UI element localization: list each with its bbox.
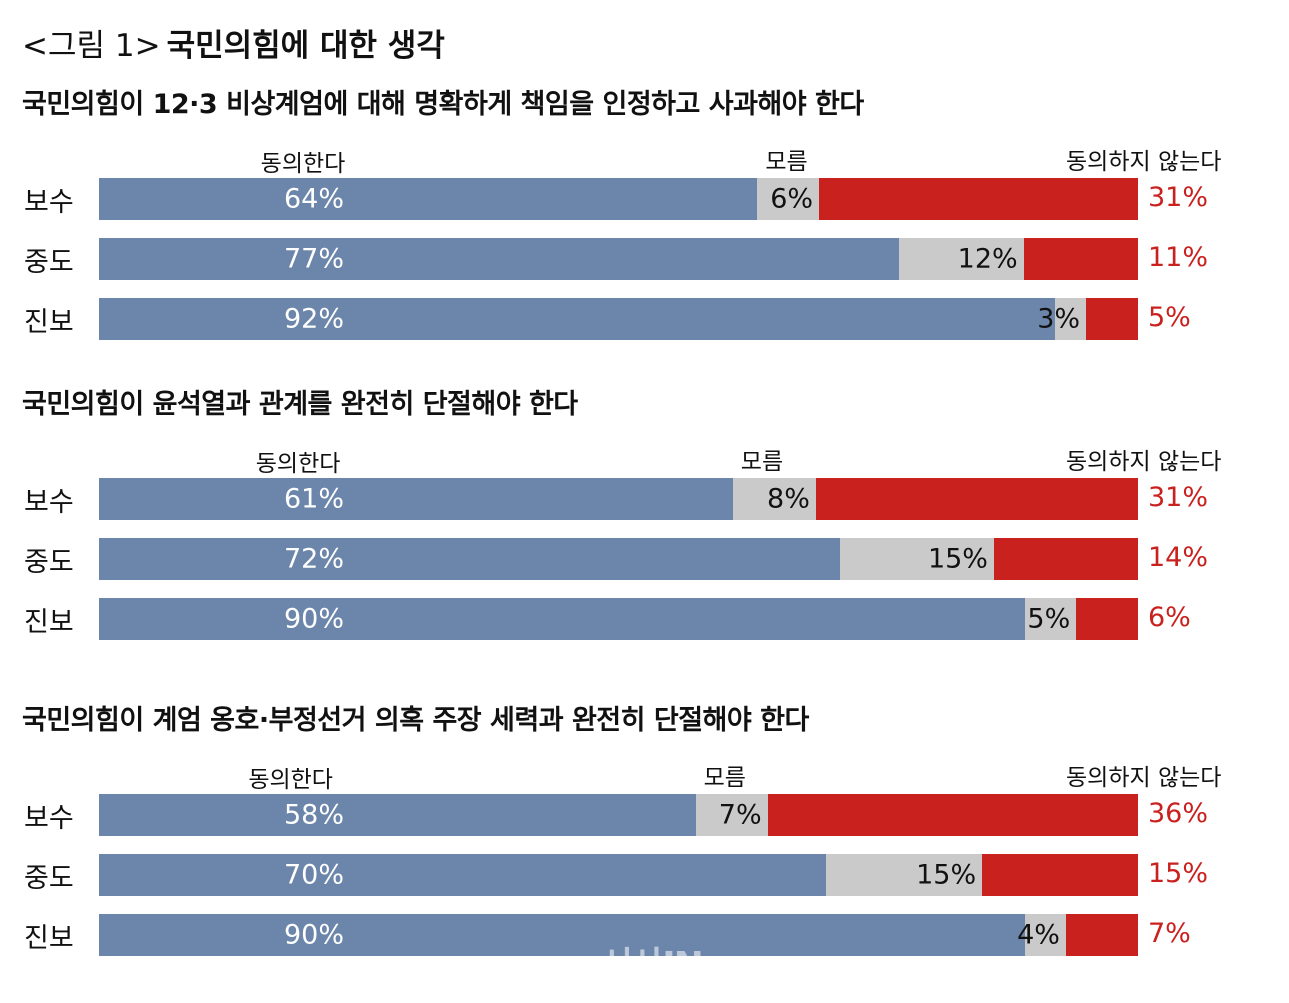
- stacked-bar: 90% 5%: [99, 598, 1138, 640]
- bar-segment-disagree: [993, 538, 1138, 580]
- row-label: 중도: [24, 863, 74, 894]
- legend-unknown: 모름: [703, 765, 746, 791]
- legend-unknown: 모름: [740, 449, 784, 475]
- data-label-unknown: 3%: [1037, 303, 1081, 335]
- bar-segment-unknown: 15%: [839, 538, 994, 580]
- bar-segment-agree: 72%: [99, 538, 840, 580]
- data-label-disagree: 31%: [1148, 482, 1209, 513]
- data-label-agree: 77%: [284, 243, 345, 275]
- bar-segment-agree: 92%: [99, 298, 1055, 340]
- data-label-agree: 90%: [284, 603, 345, 635]
- bar-segment-unknown: 12%: [899, 238, 1024, 280]
- legend-agree: 동의한다: [248, 767, 333, 793]
- bar-segment-agree: 64%: [99, 178, 758, 220]
- bar-segment-disagree: [1065, 914, 1138, 956]
- bar-segment-agree: 90%: [99, 598, 1025, 640]
- stacked-bar: 64% 6%: [99, 178, 1138, 220]
- row-label: 진보: [24, 923, 74, 954]
- bar-segment-agree: 90%: [99, 914, 1025, 956]
- data-label-unknown: 5%: [1027, 603, 1071, 635]
- bar-segment-agree: 70%: [99, 854, 827, 896]
- legend-agree: 동의한다: [260, 151, 346, 177]
- data-label-unknown: 6%: [770, 183, 814, 215]
- figure-label: <그림 1>: [22, 28, 161, 64]
- bar-segment-unknown: 6%: [757, 178, 820, 220]
- stacked-bar: 92% 3%: [99, 298, 1138, 340]
- row-label: 중도: [24, 547, 74, 578]
- bar-segment-unknown: 15%: [826, 854, 983, 896]
- bar-segment-unknown: 3%: [1037, 298, 1087, 340]
- stacked-bar: 61% 8%: [99, 478, 1138, 520]
- data-label-agree: 58%: [284, 799, 345, 831]
- panel-title: 국민의힘이 12·3 비상계엄에 대해 명확하게 책임을 인정하고 사과해야 한…: [22, 89, 864, 120]
- data-label-agree: 72%: [284, 543, 345, 575]
- figure-title: <그림 1> 국민의힘에 대한 생각: [22, 20, 445, 65]
- panel-title: 국민의힘이 계엄 옹호·부정선거 의혹 주장 세력과 완전히 단절해야 한다: [22, 705, 809, 736]
- stacked-bar: 77% 12%: [99, 238, 1138, 280]
- stacked-bar: 72% 15%: [99, 538, 1138, 580]
- legend-unknown: 모름: [765, 149, 808, 175]
- bar-segment-agree: 61%: [99, 478, 733, 520]
- legend-disagree: 동의하지 않는다: [1066, 449, 1222, 475]
- bar-segment-disagree: [767, 794, 1138, 836]
- stacked-bar: 58% 7%: [99, 794, 1138, 836]
- bar-segment-disagree: [1086, 298, 1138, 340]
- bar-segment-unknown: 5%: [1024, 598, 1077, 640]
- data-label-disagree: 7%: [1148, 918, 1191, 949]
- legend-disagree: 동의하지 않는다: [1066, 765, 1222, 791]
- data-label-unknown: 15%: [927, 543, 988, 575]
- bar-segment-unknown: 4%: [1017, 914, 1066, 956]
- bar-segment-disagree: [815, 478, 1138, 520]
- data-label-unknown: 4%: [1017, 919, 1060, 951]
- data-label-agree: 90%: [284, 919, 345, 951]
- bar-segment-unknown: 7%: [695, 794, 768, 836]
- row-label: 진보: [24, 307, 74, 338]
- data-label-agree: 64%: [284, 183, 345, 215]
- row-label: 보수: [24, 803, 74, 834]
- data-label-disagree: 14%: [1148, 542, 1209, 573]
- data-label-disagree: 6%: [1148, 602, 1191, 633]
- bar-segment-disagree: [982, 854, 1138, 896]
- stacked-bar: 90% 4%: [99, 914, 1138, 956]
- data-label-agree: 70%: [284, 859, 345, 891]
- bar-segment-agree: 77%: [99, 238, 900, 280]
- data-label-agree: 92%: [284, 303, 345, 335]
- legend-agree: 동의한다: [255, 451, 341, 477]
- row-label: 중도: [24, 247, 74, 278]
- bar-segment-agree: 58%: [99, 794, 696, 836]
- legend-disagree: 동의하지 않는다: [1066, 149, 1222, 175]
- data-label-disagree: 31%: [1148, 182, 1209, 213]
- figure-main-title: 국민의힘에 대한 생각: [166, 28, 445, 64]
- bar-segment-unknown: 8%: [732, 478, 816, 520]
- row-label: 보수: [24, 487, 74, 518]
- data-label-unknown: 8%: [767, 483, 810, 515]
- data-label-disagree: 36%: [1148, 798, 1209, 829]
- row-label: 보수: [24, 187, 74, 218]
- data-label-disagree: 11%: [1148, 242, 1209, 273]
- data-label-disagree: 15%: [1148, 858, 1209, 889]
- watermark: 시사IN: [600, 945, 704, 986]
- data-label-disagree: 5%: [1148, 302, 1191, 333]
- panel-title: 국민의힘이 윤석열과 관계를 완전히 단절해야 한다: [22, 389, 578, 420]
- row-label: 진보: [24, 607, 74, 638]
- bar-segment-disagree: [819, 178, 1138, 220]
- data-label-unknown: 12%: [957, 243, 1018, 275]
- data-label-unknown: 7%: [718, 799, 762, 831]
- bar-segment-disagree: [1076, 598, 1138, 640]
- stacked-bar: 70% 15%: [99, 854, 1138, 896]
- data-label-unknown: 15%: [916, 859, 977, 891]
- data-label-agree: 61%: [284, 483, 345, 515]
- bar-segment-disagree: [1023, 238, 1138, 280]
